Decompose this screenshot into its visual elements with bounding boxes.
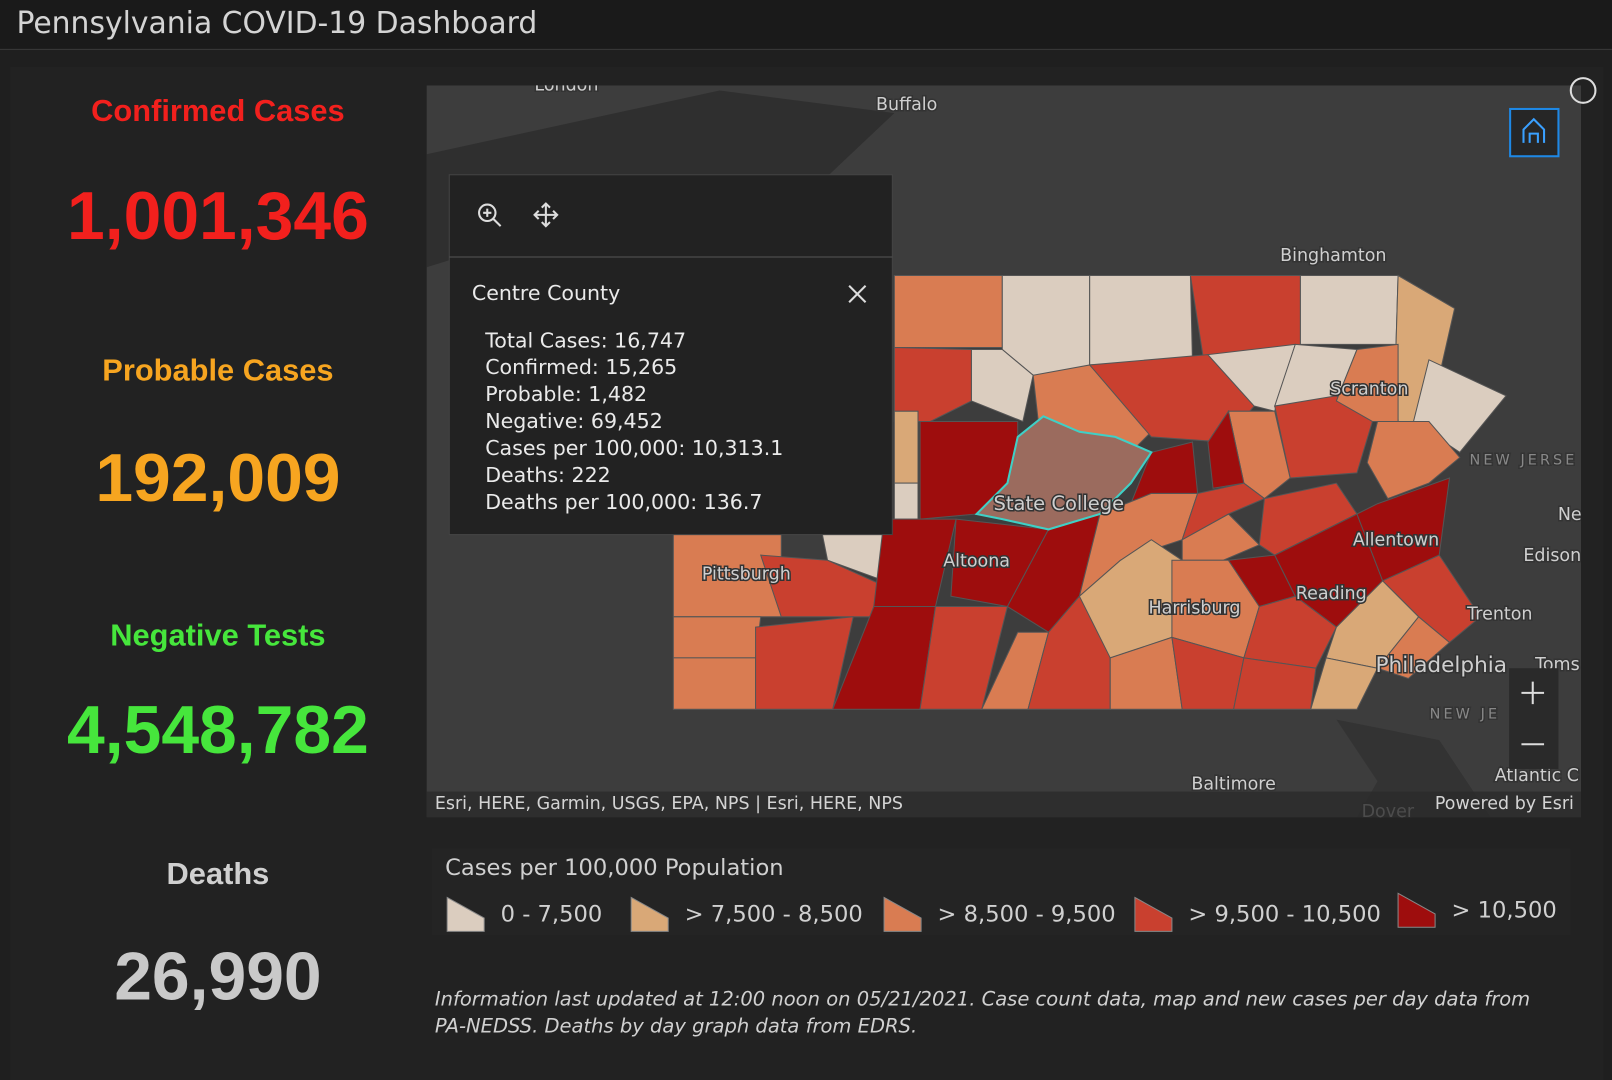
zoom-glass[interactable] [478, 203, 497, 223]
popup-zoom[interactable] [478, 203, 502, 227]
map-label: Harrisburg [1149, 599, 1241, 619]
map-label: Atlantic C [1495, 766, 1579, 786]
map-label: NEW JE [1430, 706, 1500, 722]
county [893, 346, 972, 422]
stat-label: Probable Cases [102, 352, 333, 387]
popup-line: Deaths per 100,000: 136.7 [485, 490, 762, 514]
pan-icon[interactable] [533, 202, 559, 228]
header-bar [0, 0, 1612, 50]
popup-lines: Total Cases: 16,747 Confirmed: 15,265 Prob… [484, 328, 783, 514]
county [672, 657, 757, 710]
legend-swatch [630, 896, 669, 932]
powered-by: Powered by Esri [1435, 794, 1574, 814]
map-label: NEW JERSE [1470, 453, 1578, 469]
county [1232, 657, 1317, 710]
stats: Confirmed Cases 1,001,346 Probable Cases 19… [67, 93, 369, 1014]
selected-county [974, 415, 1153, 531]
counties [672, 274, 1507, 710]
legend-label: > 9,500 - 10,500 [1188, 901, 1381, 927]
popup-close[interactable] [848, 285, 867, 303]
map-label: Binghamton [1280, 246, 1386, 266]
popup-box [448, 174, 893, 536]
county [893, 274, 1003, 348]
stat-value: 4,548,782 [67, 693, 369, 768]
expand-icon[interactable] [1569, 77, 1597, 104]
popup-line: Total Cases: 16,747 [484, 328, 686, 352]
map-label: Altoona [943, 551, 1010, 571]
popup-line: Cases per 100,000: 10,313.1 [485, 436, 783, 460]
county [1381, 554, 1482, 644]
map-label: Philadelphia [1376, 653, 1507, 678]
map-label: London [534, 75, 598, 95]
stat-label: Negative Tests [110, 618, 325, 653]
footer-line: Information last updated at 12:00 noon o… [435, 988, 1530, 1011]
county [1181, 482, 1266, 541]
home-icon [1522, 117, 1546, 143]
stat-value: 1,001,346 [67, 179, 369, 254]
zoom-in[interactable] [1521, 681, 1545, 705]
county [893, 482, 919, 520]
stat-label: Confirmed Cases [91, 93, 345, 128]
map-label: Pittsburgh [702, 565, 791, 585]
map-label: Reading [1296, 584, 1367, 604]
legend-box [431, 848, 1571, 936]
stat-label: Deaths [167, 856, 270, 891]
legend-swatch [1397, 892, 1436, 928]
legend-title: Cases per 100,000 Population [445, 855, 784, 881]
county [1412, 359, 1507, 454]
popup-title: Centre County [472, 281, 620, 305]
popup-line: Deaths: 222 [485, 463, 611, 487]
map-label: Allentown [1353, 531, 1439, 551]
legend-swatch [446, 896, 485, 932]
legend-swatch [1134, 896, 1173, 932]
legend-label: > 10,500 [1452, 897, 1557, 923]
attribution-bar [426, 791, 1582, 818]
map-label: Ne [1558, 505, 1582, 525]
map-label: Baltimore [1191, 774, 1276, 794]
county [672, 616, 762, 659]
county [1299, 274, 1399, 345]
zoom-glass-handle [483, 208, 502, 227]
legend-label: > 7,500 - 8,500 [685, 901, 863, 927]
attribution: Esri, HERE, Garmin, USGS, EPA, NPS | Esr… [435, 794, 903, 814]
map-label: State College [993, 492, 1124, 515]
map-labels: London Buffalo Binghamton Scranton NEW JERSE… [533, 75, 1582, 817]
county [1366, 420, 1461, 500]
header-title: Pennsylvania COVID-19 Dashboard [16, 6, 537, 41]
legend-label: > 8,500 - 9,500 [938, 901, 1116, 927]
home-button[interactable] [1509, 107, 1560, 158]
map-label: Scranton [1330, 380, 1408, 400]
footer: Information last updated at 12:00 noon o… [435, 988, 1530, 1038]
legend-swatch [883, 896, 922, 932]
county [970, 349, 1034, 423]
zoom-buttons[interactable] [1509, 668, 1559, 769]
county [1243, 595, 1338, 669]
popup-line: Probable: 1,482 [485, 382, 647, 406]
county [893, 410, 919, 484]
home-frame[interactable] [1509, 107, 1560, 158]
map-label: Buffalo [876, 95, 937, 115]
county [1089, 274, 1194, 366]
map-label: Trenton [1466, 605, 1532, 625]
legend: 0 - 7,500 > 7,500 - 8,500 > 8,500 - 9,500 >… [446, 892, 1557, 932]
expand-button[interactable] [1569, 77, 1597, 104]
stat-value: 192,009 [95, 441, 340, 516]
legend-label: 0 - 7,500 [501, 901, 603, 927]
county [1376, 616, 1451, 680]
map-label: Edison [1523, 546, 1581, 566]
popup-line: Confirmed: 15,265 [485, 355, 677, 379]
popup: Centre County Total Cases: 16,747 Confirm… [448, 174, 893, 536]
popup-line: Negative: 69,452 [485, 409, 663, 433]
footer-line: PA-NEDSS. Deaths by day graph data from … [435, 1014, 917, 1037]
stat-value: 26,990 [114, 940, 321, 1015]
